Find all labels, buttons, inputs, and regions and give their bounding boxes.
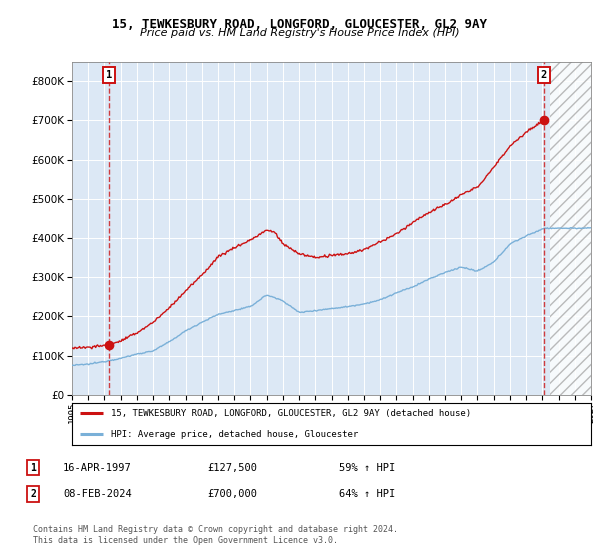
Text: HPI: Average price, detached house, Gloucester: HPI: Average price, detached house, Glou…: [111, 430, 358, 439]
Text: 59% ↑ HPI: 59% ↑ HPI: [339, 463, 395, 473]
Bar: [550, 62, 591, 395]
Text: £127,500: £127,500: [207, 463, 257, 473]
Text: Contains HM Land Registry data © Crown copyright and database right 2024.
This d: Contains HM Land Registry data © Crown c…: [33, 525, 398, 545]
Text: 16-APR-1997: 16-APR-1997: [63, 463, 132, 473]
Text: 08-FEB-2024: 08-FEB-2024: [63, 489, 132, 499]
Text: 1: 1: [106, 70, 112, 80]
Text: 1: 1: [30, 463, 36, 473]
Text: 15, TEWKESBURY ROAD, LONGFORD, GLOUCESTER, GL2 9AY: 15, TEWKESBURY ROAD, LONGFORD, GLOUCESTE…: [113, 18, 487, 31]
Text: 64% ↑ HPI: 64% ↑ HPI: [339, 489, 395, 499]
Text: £700,000: £700,000: [207, 489, 257, 499]
Text: 2: 2: [541, 70, 547, 80]
Text: 15, TEWKESBURY ROAD, LONGFORD, GLOUCESTER, GL2 9AY (detached house): 15, TEWKESBURY ROAD, LONGFORD, GLOUCESTE…: [111, 409, 471, 418]
Text: Price paid vs. HM Land Registry's House Price Index (HPI): Price paid vs. HM Land Registry's House …: [140, 28, 460, 38]
Text: 2: 2: [30, 489, 36, 499]
